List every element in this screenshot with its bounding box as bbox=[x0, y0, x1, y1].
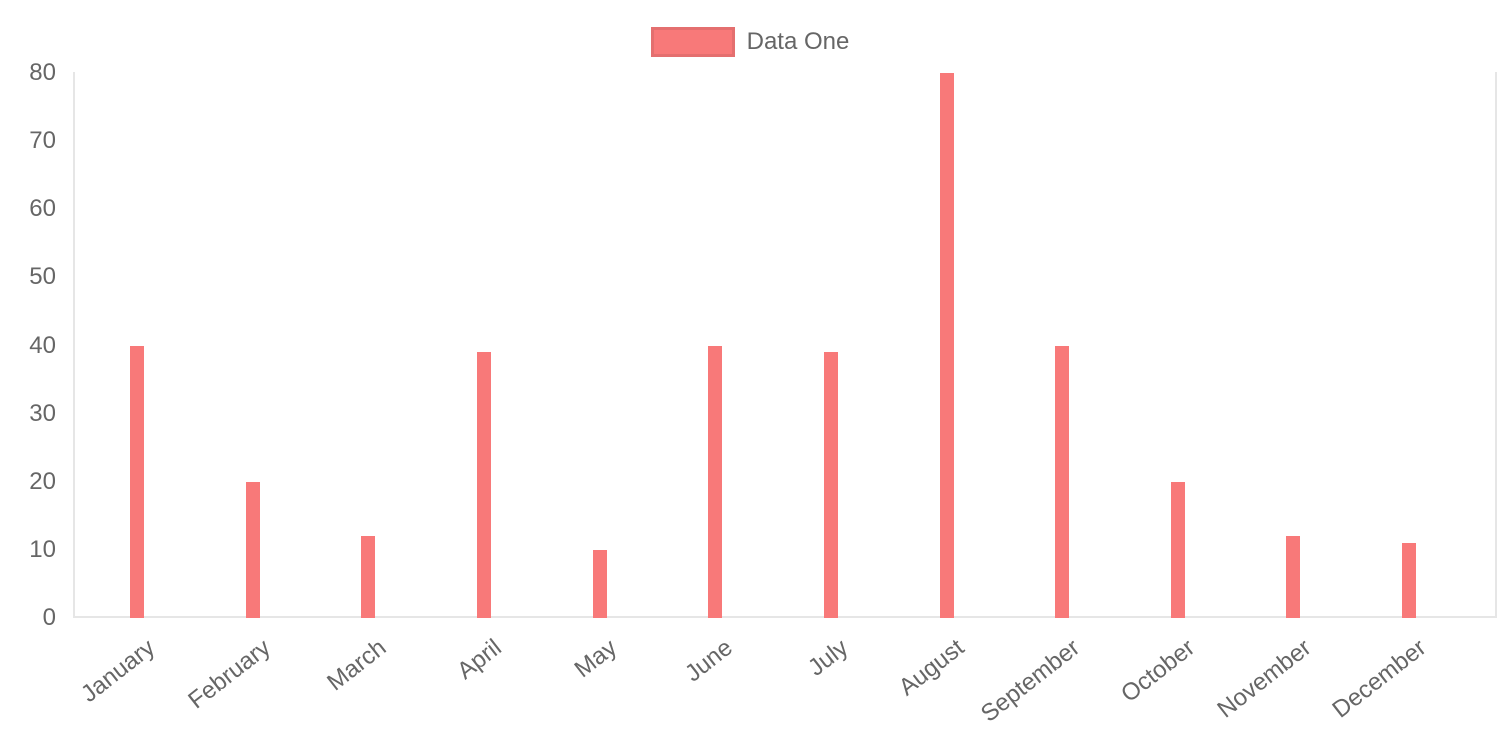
x-axis-label-october: October bbox=[1116, 634, 1201, 708]
bar-january[interactable] bbox=[130, 345, 145, 618]
x-axis-label-september: September bbox=[975, 634, 1085, 728]
y-axis-tick-70: 70 bbox=[29, 127, 56, 155]
y-axis-tick-0: 0 bbox=[42, 604, 56, 631]
x-axis-label-february: February bbox=[182, 634, 276, 715]
legend-label: Data One bbox=[746, 28, 850, 55]
plot-area bbox=[73, 72, 1497, 618]
bar-march[interactable] bbox=[361, 536, 376, 618]
y-axis-tick-10: 10 bbox=[29, 535, 56, 563]
bar-july[interactable] bbox=[823, 352, 838, 618]
bar-august[interactable] bbox=[939, 73, 954, 618]
x-axis-label-april: April bbox=[452, 634, 507, 685]
legend-item-data-one[interactable]: Data One bbox=[650, 27, 850, 57]
y-axis-tick-30: 30 bbox=[29, 399, 56, 427]
x-axis-label-december: December bbox=[1327, 634, 1432, 724]
bar-september[interactable] bbox=[1055, 345, 1070, 618]
x-axis-label-august: August bbox=[893, 634, 970, 702]
bar-april[interactable] bbox=[476, 352, 491, 618]
bar-june[interactable] bbox=[708, 345, 723, 618]
x-axis-label-march: March bbox=[321, 634, 391, 697]
x-axis-label-november: November bbox=[1212, 634, 1317, 724]
bar-december[interactable] bbox=[1402, 543, 1417, 618]
bar-november[interactable] bbox=[1286, 536, 1301, 618]
y-axis-tick-50: 50 bbox=[29, 263, 56, 291]
x-axis-label-january: January bbox=[75, 634, 160, 708]
y-axis-tick-60: 60 bbox=[29, 195, 56, 223]
y-axis-tick-20: 20 bbox=[29, 467, 56, 495]
x-axis-label-june: June bbox=[680, 634, 738, 688]
chart-legend: Data One bbox=[0, 27, 1500, 57]
bar-october[interactable] bbox=[1170, 481, 1185, 618]
x-axis-label-may: May bbox=[569, 634, 623, 684]
legend-swatch bbox=[650, 27, 735, 57]
bar-may[interactable] bbox=[592, 549, 607, 618]
y-axis-tick-40: 40 bbox=[29, 331, 56, 359]
x-axis-label-july: July bbox=[803, 634, 854, 682]
y-axis-tick-80: 80 bbox=[29, 59, 56, 86]
bar-february[interactable] bbox=[245, 481, 260, 618]
